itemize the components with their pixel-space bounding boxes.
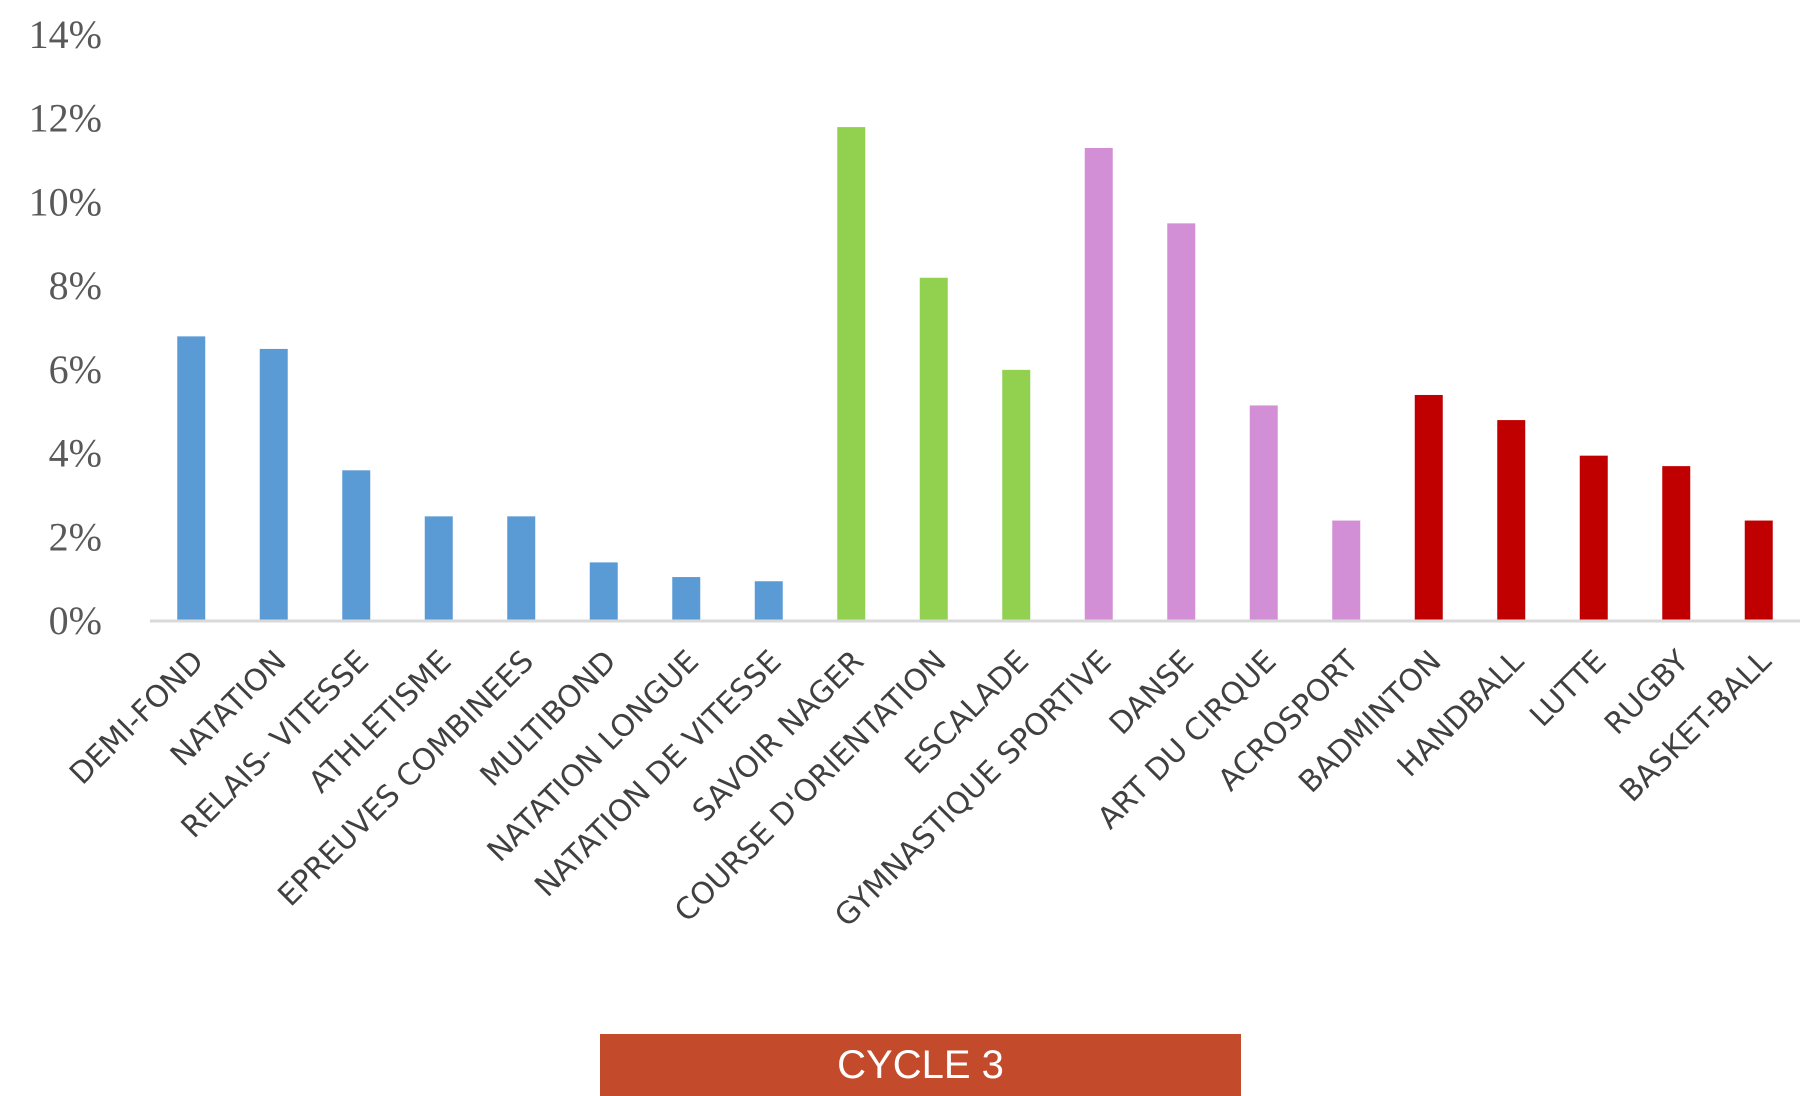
y-tick-label: 4% — [49, 431, 102, 476]
bar — [589, 562, 618, 621]
bar — [259, 348, 288, 621]
bar — [1579, 455, 1608, 621]
bar — [1002, 369, 1031, 621]
bar — [1084, 148, 1113, 621]
category-label: ATHLETISME — [302, 644, 458, 800]
y-tick-label: 0% — [49, 598, 102, 643]
bar — [1332, 520, 1361, 621]
y-tick-label: 8% — [49, 263, 102, 308]
y-tick-label: 10% — [29, 179, 102, 224]
bar — [919, 277, 948, 621]
bar — [507, 516, 536, 621]
bar — [1744, 520, 1773, 621]
bars — [177, 127, 1773, 621]
cycle-banner-label: CYCLE 3 — [837, 1042, 1004, 1087]
bar — [1167, 223, 1196, 621]
bar — [1497, 420, 1526, 621]
y-tick-label: 2% — [49, 514, 102, 559]
bar — [1662, 466, 1691, 621]
bar — [342, 470, 371, 621]
category-label: BADMINTON — [1292, 644, 1448, 800]
y-tick-label: 12% — [29, 96, 102, 141]
y-tick-label: 14% — [29, 12, 102, 57]
cycle-banner: CYCLE 3 — [600, 1034, 1241, 1096]
bar — [1414, 394, 1443, 621]
category-label: LUTTE — [1523, 644, 1613, 734]
bar — [837, 127, 866, 621]
bar — [1249, 405, 1278, 621]
bar — [672, 577, 701, 621]
y-axis-ticks: 0% 2% 4% 6% 8% 10% 12% 14% — [29, 12, 102, 643]
bar — [424, 516, 453, 621]
y-tick-label: 6% — [49, 347, 102, 392]
bar — [177, 336, 206, 621]
bar — [754, 581, 783, 621]
